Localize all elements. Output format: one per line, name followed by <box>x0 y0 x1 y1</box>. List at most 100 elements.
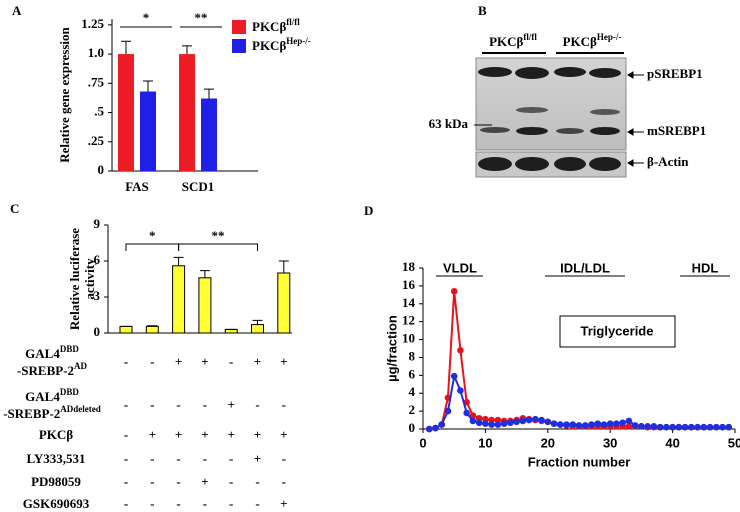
point <box>550 420 558 427</box>
condition-sign: - <box>229 474 233 489</box>
y-axis-label: Relative luciferase <box>67 228 82 330</box>
point <box>538 416 545 424</box>
point <box>631 422 639 429</box>
point <box>438 421 446 428</box>
x-tick-label: 40 <box>665 435 679 450</box>
x-axis-label: Fraction number <box>528 454 631 469</box>
error-bar <box>143 80 153 92</box>
point <box>694 423 701 431</box>
error-bar <box>121 40 131 55</box>
bar <box>119 325 133 334</box>
condition-sign: + <box>227 427 234 442</box>
condition-sign: + <box>175 354 182 369</box>
condition-sign: - <box>150 354 154 369</box>
text-part: GAL4 <box>25 346 60 361</box>
y-tick-label: 18 <box>402 259 416 274</box>
condition-sign: - <box>255 496 259 511</box>
condition-sign: - <box>124 496 128 511</box>
y-axis-label: µg/fraction <box>384 315 399 382</box>
condition-sign: + <box>175 427 182 442</box>
marker-label: 63 kDa <box>429 116 469 131</box>
y-tick-label: .25 <box>88 133 105 148</box>
significance-label: * <box>149 228 156 243</box>
point <box>532 415 539 423</box>
superscript: DBD <box>60 344 80 354</box>
text-part: PKCβ <box>489 34 523 49</box>
y-axis-label: Relative gene expression <box>57 26 72 162</box>
condition-sign: - <box>176 397 180 412</box>
y-tick-label: 10 <box>402 331 415 346</box>
bar <box>201 98 217 171</box>
condition-sign: + <box>201 474 208 489</box>
significance-bracket <box>125 243 180 251</box>
panel-label: B <box>478 3 487 18</box>
condition-label: LY333,531 <box>26 451 85 466</box>
y-tick-label: 6 <box>94 252 101 267</box>
point <box>606 420 614 427</box>
condition-sign: + <box>254 451 261 466</box>
condition-sign: - <box>255 474 259 489</box>
condition-sign: - <box>150 496 154 511</box>
text-part: PKCβ <box>252 38 286 53</box>
bar <box>145 325 159 334</box>
point <box>488 421 495 428</box>
condition-sign: - <box>124 474 128 489</box>
bar <box>172 265 186 334</box>
y-tick-label: .5 <box>94 104 104 119</box>
text-part: GSK690693 <box>23 496 90 511</box>
condition-sign: + <box>201 354 208 369</box>
y-tick-label: 0 <box>94 324 101 339</box>
text-part: PKCβ <box>252 19 286 34</box>
condition-sign: - <box>176 474 180 489</box>
y-tick-label: 8 <box>409 348 416 363</box>
y-tick-label: .75 <box>88 74 105 89</box>
point <box>457 346 464 354</box>
condition-sign: + <box>280 427 287 442</box>
band-label: mSREBP1 <box>647 123 706 138</box>
band-label: β-Actin <box>647 154 689 169</box>
superscript: fl/fl <box>286 17 300 27</box>
point <box>669 423 676 431</box>
condition-sign: - <box>150 474 154 489</box>
point <box>613 420 620 427</box>
y-tick-label: 9 <box>94 216 101 231</box>
x-tick-label: SCD1 <box>182 179 215 194</box>
x-tick-label: 30 <box>603 435 617 450</box>
point <box>463 409 470 417</box>
condition-sign: - <box>150 397 154 412</box>
condition-label: PD98059 <box>31 474 81 489</box>
western-blot <box>474 52 644 178</box>
point <box>494 421 502 428</box>
bar <box>251 324 264 334</box>
significance-bracket <box>178 243 258 251</box>
box-label: Triglyceride <box>581 323 654 338</box>
text-part: PKCβ <box>39 427 73 442</box>
condition-sign: - <box>282 474 286 489</box>
condition-sign: - <box>203 451 207 466</box>
point <box>656 423 664 431</box>
text-part: LY333,531 <box>26 451 85 466</box>
legend-label: PKCβHep-/- <box>252 36 311 53</box>
condition-sign: - <box>150 451 154 466</box>
point <box>450 372 458 380</box>
condition-sign: + <box>149 427 156 442</box>
point <box>625 423 633 430</box>
y-tick-label: 6 <box>409 366 416 381</box>
bar <box>224 328 238 334</box>
error-bar <box>147 325 158 327</box>
panel-label: D <box>364 203 373 218</box>
y-tick-label: 4 <box>409 384 416 399</box>
point <box>688 423 695 431</box>
point <box>650 423 658 430</box>
point <box>444 407 452 415</box>
point <box>500 420 508 427</box>
point <box>675 423 683 431</box>
legend-swatch <box>232 39 246 53</box>
band-label: pSREBP1 <box>647 66 703 81</box>
condition-sign: - <box>124 451 128 466</box>
superscript: DBD <box>60 387 80 397</box>
y-tick-label: 0 <box>409 420 416 435</box>
text-part: -SREBP-2 <box>3 406 60 421</box>
panel-label: A <box>12 3 22 18</box>
point <box>475 419 483 427</box>
